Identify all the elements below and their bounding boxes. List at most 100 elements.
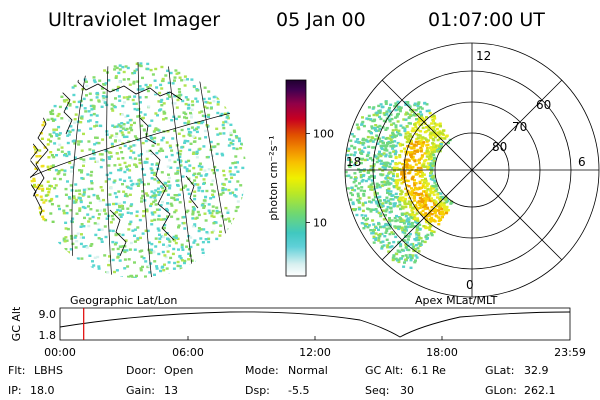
oval-pixel: [400, 205, 404, 208]
image-pixel: [95, 160, 99, 163]
oval-pixel: [396, 101, 400, 104]
image-pixel: [211, 193, 215, 196]
image-pixel: [123, 179, 127, 183]
oval-pixel: [425, 189, 429, 193]
info-glon-value: 262.1: [524, 384, 556, 397]
image-pixel: [139, 267, 143, 270]
image-pixel: [118, 99, 122, 102]
oval-pixel: [394, 235, 398, 239]
image-pixel: [179, 267, 183, 270]
image-pixel: [168, 187, 172, 190]
image-pixel: [177, 132, 181, 135]
oval-pixel: [394, 124, 398, 127]
image-pixel: [231, 143, 235, 146]
image-pixel: [178, 155, 182, 159]
image-pixel: [161, 79, 165, 82]
image-pixel: [157, 193, 161, 196]
image-pixel: [192, 140, 196, 143]
oval-pixel: [384, 214, 387, 217]
oval-pixel: [412, 113, 416, 117]
image-pixel: [82, 188, 86, 192]
oval-pixel: [379, 103, 383, 106]
oval-pixel: [428, 164, 432, 167]
image-pixel: [201, 241, 205, 244]
image-pixel: [139, 269, 143, 272]
image-pixel: [184, 96, 188, 99]
oval-pixel: [446, 209, 450, 212]
oval-pixel: [422, 225, 426, 228]
oval-pixel: [383, 167, 387, 170]
image-pixel: [183, 116, 186, 119]
oval-pixel: [432, 175, 436, 178]
oval-pixel: [414, 173, 418, 176]
image-pixel: [129, 179, 133, 183]
image-pixel: [97, 100, 101, 103]
image-pixel: [110, 142, 114, 146]
oval-pixel: [432, 139, 436, 142]
oval-pixel: [372, 188, 376, 191]
oval-pixel: [366, 226, 370, 229]
image-pixel: [219, 193, 223, 196]
image-pixel: [50, 135, 53, 138]
image-pixel: [181, 248, 185, 251]
image-pixel: [236, 200, 240, 203]
oval-pixel: [426, 197, 430, 201]
image-pixel: [124, 65, 128, 68]
image-pixel: [166, 93, 170, 96]
oval-pixel: [443, 205, 447, 208]
oval-pixel: [404, 228, 408, 231]
image-pixel: [210, 183, 214, 186]
image-pixel: [82, 164, 85, 167]
oval-pixel: [395, 186, 399, 189]
image-pixel: [121, 113, 124, 116]
image-pixel: [66, 134, 70, 137]
oval-pixel: [419, 106, 423, 109]
image-pixel: [79, 225, 83, 228]
image-pixel: [201, 248, 205, 251]
oval-pixel: [431, 190, 435, 194]
image-pixel: [166, 202, 170, 205]
image-pixel: [203, 129, 207, 133]
oval-pixel: [378, 159, 382, 162]
image-pixel: [133, 261, 136, 264]
image-pixel: [207, 97, 211, 100]
oval-pixel: [414, 259, 417, 262]
oval-pixel: [421, 240, 424, 243]
oval-pixel: [404, 254, 408, 257]
oval-pixel: [425, 237, 429, 240]
image-pixel: [60, 95, 64, 98]
image-pixel: [125, 165, 129, 168]
image-pixel: [152, 171, 156, 175]
oval-pixel: [427, 146, 431, 150]
image-pixel: [77, 143, 81, 146]
oval-pixel: [404, 113, 408, 116]
image-pixel: [161, 77, 165, 81]
image-pixel: [44, 218, 48, 222]
oval-pixel: [411, 108, 415, 112]
oval-pixel: [416, 134, 420, 137]
date-label: 05 Jan 00: [276, 9, 366, 31]
image-pixel: [155, 163, 159, 166]
image-pixel: [202, 182, 206, 185]
oval-pixel: [378, 111, 382, 114]
oval-pixel: [409, 266, 413, 269]
oval-pixel: [371, 182, 375, 185]
oval-pixel: [423, 165, 427, 168]
timeline-tick-marks: [187, 336, 443, 340]
image-pixel: [183, 259, 187, 263]
oval-pixel: [417, 113, 420, 116]
info-gcalt-value: 6.1 Re: [411, 364, 446, 377]
image-pixel: [112, 212, 116, 215]
image-pixel: [116, 157, 120, 160]
image-pixel: [46, 165, 50, 168]
image-pixel: [41, 209, 45, 213]
image-pixel: [123, 161, 127, 165]
oval-pixel: [419, 237, 423, 240]
image-pixel: [166, 237, 170, 240]
image-pixel: [190, 126, 194, 129]
image-pixel: [139, 62, 143, 65]
image-pixel: [192, 208, 196, 211]
image-pixel: [51, 112, 55, 116]
image-pixel: [185, 210, 189, 214]
oval-pixel: [388, 120, 392, 123]
